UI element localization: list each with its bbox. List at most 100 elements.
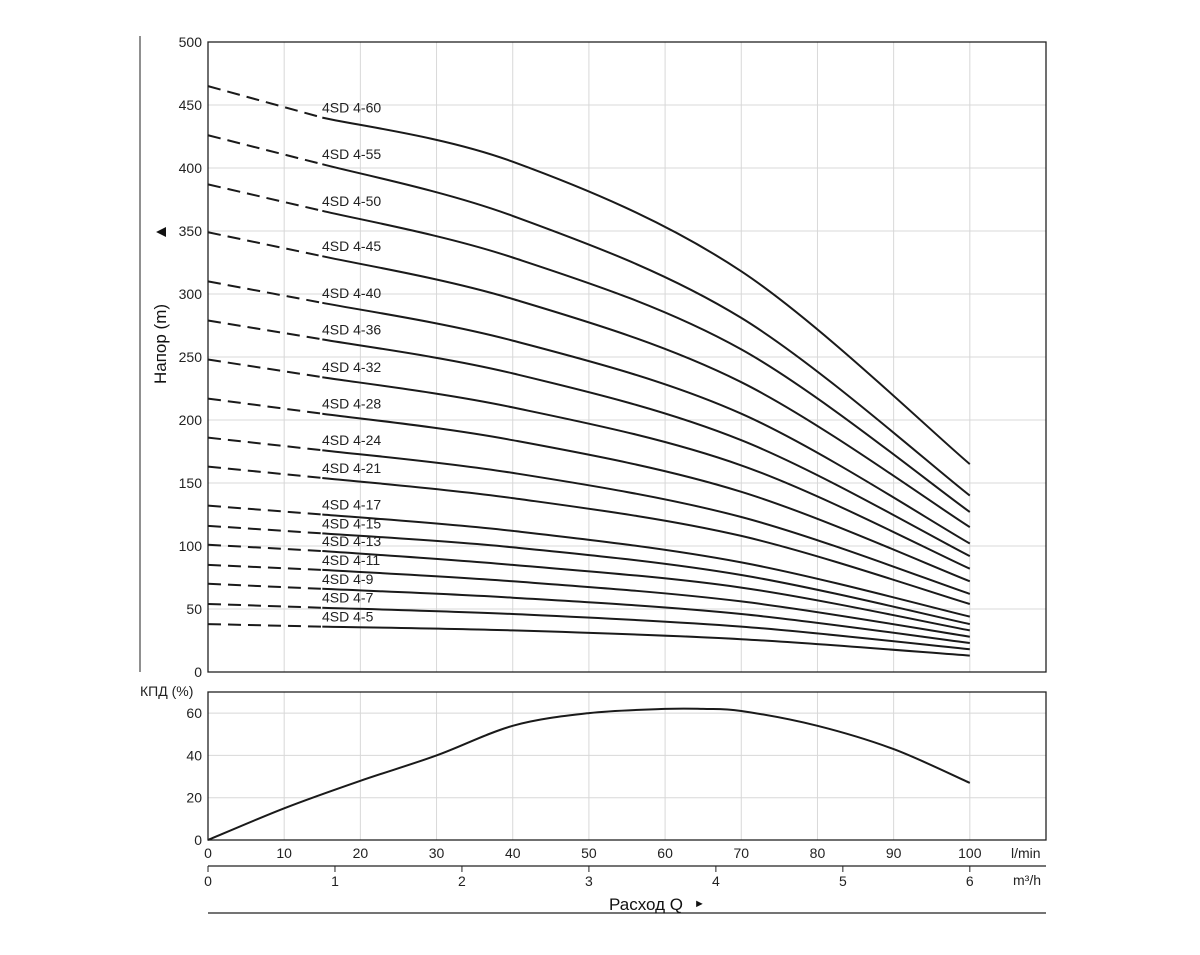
x-tick-label-lmin: 50 <box>581 845 597 861</box>
curve-label: 4SD 4-13 <box>322 533 381 549</box>
head-curve <box>322 255 971 528</box>
head-curve <box>322 449 971 595</box>
head-curve-dashed <box>207 436 323 452</box>
efficiency-y-tick-label: 40 <box>186 747 202 763</box>
head-y-tick-label: 200 <box>179 412 203 428</box>
x-axis-arrow-icon: ► <box>694 898 705 910</box>
head-curve <box>322 301 971 545</box>
x-tick-label-lmin: 40 <box>505 845 521 861</box>
efficiency-plot-frame <box>207 691 1047 841</box>
head-curve <box>322 477 971 605</box>
curve-label: 4SD 4-21 <box>322 460 381 476</box>
x-tick-label-m3h: 3 <box>585 873 593 889</box>
x-tick-label-lmin: 10 <box>276 845 292 861</box>
head-curve <box>322 513 971 618</box>
head-curves <box>207 85 971 657</box>
head-curve-dashed <box>207 134 323 166</box>
head-y-ticks: 0 50 100 150 200 250 300 350 400 450 500 <box>179 34 203 680</box>
curve-label: 4SD 4-36 <box>322 321 381 337</box>
head-y-axis-arrow-icon: ▲ <box>151 224 170 241</box>
curve-label: 4SD 4-17 <box>322 497 381 513</box>
x-axis-m3h: 0 1 2 3 4 5 6 <box>204 866 1046 914</box>
head-y-tick-label: 150 <box>179 475 203 491</box>
head-y-tick-label: 0 <box>194 664 202 680</box>
head-curve-dashed <box>207 504 323 516</box>
head-curve-dashed <box>207 85 323 119</box>
head-plot-frame <box>207 41 1047 673</box>
head-curve <box>322 209 971 513</box>
x-tick-label-lmin: 70 <box>733 845 749 861</box>
curve-label: 4SD 4-50 <box>322 193 381 209</box>
head-curve-dashed <box>207 280 323 304</box>
curve-label: 4SD 4-45 <box>322 238 381 254</box>
head-curve <box>322 338 971 557</box>
curve-label: 4SD 4-28 <box>322 396 381 412</box>
x-tick-label-lmin: 90 <box>886 845 902 861</box>
head-curve-dashed <box>207 582 323 590</box>
head-curve-dashed <box>207 319 323 341</box>
head-y-tick-label: 50 <box>186 601 202 617</box>
head-curve-dashed <box>207 358 323 379</box>
head-curve <box>322 606 970 651</box>
head-curve-dashed <box>207 602 323 609</box>
x-axis-lmin: 0 10 20 30 40 50 60 70 80 90 100 <box>204 845 1046 867</box>
curve-label: 4SD 4-60 <box>322 100 381 116</box>
x-tick-label-lmin: 100 <box>958 845 982 861</box>
head-y-axis-title: Напор (m) <box>151 304 170 384</box>
head-y-tick-label: 400 <box>179 160 203 176</box>
head-curve-dashed <box>207 524 323 535</box>
head-curve <box>322 587 970 644</box>
curve-label: 4SD 4-40 <box>322 285 381 301</box>
curve-label: 4SD 4-9 <box>322 571 374 587</box>
curve-label: 4SD 4-24 <box>322 432 381 448</box>
x-tick-label-m3h: 6 <box>966 873 974 889</box>
head-curve-dashed <box>207 623 323 628</box>
x-tick-label-m3h: 4 <box>712 873 720 889</box>
efficiency-y-tick-label: 20 <box>186 790 202 806</box>
x-tick-label-lmin: 20 <box>353 845 369 861</box>
efficiency-grid <box>207 691 1047 841</box>
efficiency-curves <box>207 707 971 841</box>
curve-label: 4SD 4-5 <box>322 609 374 625</box>
head-curve <box>322 376 971 570</box>
efficiency-curve <box>207 707 971 841</box>
head-curve <box>322 625 970 657</box>
curve-label: 4SD 4-7 <box>322 590 374 606</box>
head-curve <box>322 116 971 465</box>
curve-label: 4SD 4-55 <box>322 146 381 162</box>
head-curve <box>322 532 971 626</box>
head-grid <box>139 36 1047 673</box>
head-curve-dashed <box>207 465 323 479</box>
x-unit-m3h: m³/h <box>1013 872 1041 888</box>
x-unit-lmin: l/min <box>1011 845 1041 861</box>
head-y-tick-label: 350 <box>179 223 203 239</box>
efficiency-y-tick-label: 0 <box>194 832 202 848</box>
x-tick-label-lmin: 30 <box>429 845 445 861</box>
head-y-tick-label: 500 <box>179 34 203 50</box>
head-curve <box>322 163 971 497</box>
x-axis-title: Расход Q <box>609 895 683 914</box>
curve-label: 4SD 4-11 <box>322 552 380 568</box>
head-curve-dashed <box>207 397 323 415</box>
x-tick-label-lmin: 0 <box>204 845 212 861</box>
efficiency-y-tick-label: 60 <box>186 705 202 721</box>
curve-label: 4SD 4-15 <box>322 515 381 531</box>
head-curve-dashed <box>207 563 323 571</box>
x-tick-label-lmin: 60 <box>657 845 673 861</box>
x-tick-label-m3h: 1 <box>331 873 339 889</box>
head-curve-dashed <box>207 231 323 258</box>
x-tick-label-m3h: 5 <box>839 873 847 889</box>
head-curve-dashed <box>207 183 323 212</box>
head-y-tick-label: 250 <box>179 349 203 365</box>
head-curve <box>322 568 970 638</box>
head-curve <box>322 412 971 583</box>
efficiency-y-axis-title: КПД (%) <box>140 683 193 699</box>
x-tick-label-m3h: 2 <box>458 873 466 889</box>
curve-labels: 4SD 4-5 4SD 4-7 4SD 4-9 4SD 4-11 4SD 4-13 4SD… <box>322 100 381 625</box>
efficiency-y-ticks: 0 20 40 60 <box>186 705 202 848</box>
head-y-tick-label: 100 <box>179 538 203 554</box>
head-curve <box>322 550 970 632</box>
head-y-tick-label: 450 <box>179 97 203 113</box>
